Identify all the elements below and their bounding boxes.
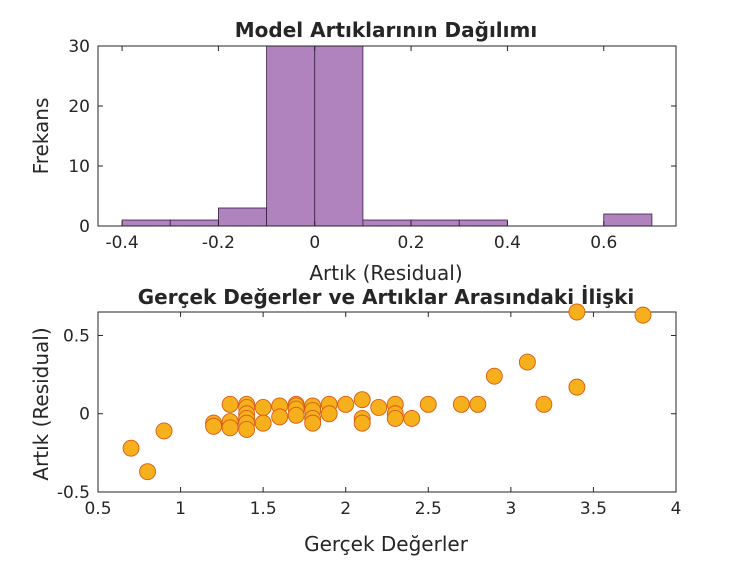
scatter-point	[568, 303, 586, 321]
scatter-title: Gerçek Değerler ve Artıklar Arasındaki İ…	[138, 285, 634, 309]
scatter-point	[386, 409, 404, 427]
x-tick-label: 4	[671, 499, 682, 519]
histogram-chart: Model Artıklarının Dağılımı -0.4 -0.2 0 0.2…	[29, 18, 677, 285]
x-tick-label: -0.4	[105, 233, 138, 253]
y-tick-label: 10	[68, 157, 90, 177]
histogram-bar	[121, 219, 171, 227]
scatter-chart: Gerçek Değerler ve Artıklar Arasındaki İ…	[29, 285, 681, 556]
scatter-point	[238, 420, 256, 438]
scatter-y-ticks: -0.5 0 0.5	[57, 326, 676, 503]
x-tick-label: 0.5	[84, 499, 111, 519]
scatter-point	[353, 391, 371, 409]
histogram-bar	[362, 219, 412, 227]
histogram-bars	[121, 45, 653, 227]
scatter-point	[452, 395, 470, 413]
scatter-x-label: Gerçek Değerler	[304, 532, 469, 556]
x-tick-label: 0.2	[398, 233, 425, 253]
y-tick-label: 0.5	[63, 326, 90, 346]
histogram-bar	[266, 45, 316, 227]
scatter-point	[155, 422, 173, 440]
scatter-point	[568, 378, 586, 396]
histogram-x-label: Artık (Residual)	[309, 261, 462, 285]
scatter-plot-frame	[97, 311, 677, 493]
x-tick-label: 1.5	[250, 499, 277, 519]
y-tick-label: 30	[68, 37, 90, 57]
scatter-point	[469, 395, 487, 413]
scatter-x-ticks: 0.5 1 1.5 2 2.5 3 3.5 4	[84, 312, 681, 519]
scatter-point	[370, 399, 388, 416]
histogram-y-ticks: 0 10 20 30	[68, 37, 676, 237]
x-tick-label: 1	[175, 499, 186, 519]
histogram-bar	[314, 45, 364, 227]
scatter-point	[139, 463, 156, 481]
scatter-point	[353, 414, 371, 432]
scatter-point	[221, 395, 239, 413]
scatter-point	[535, 395, 553, 413]
scatter-point	[485, 367, 503, 385]
x-tick-label: 0.4	[494, 233, 521, 253]
x-tick-label: 3	[505, 499, 516, 519]
x-tick-label: -0.2	[202, 233, 235, 253]
x-tick-label: 3.5	[580, 499, 607, 519]
scatter-point	[419, 395, 437, 413]
scatter-point	[634, 306, 652, 324]
scatter-y-label: Artık (Residual)	[29, 327, 53, 480]
y-tick-label: -0.5	[57, 483, 90, 503]
scatter-point	[122, 439, 140, 457]
scatter-point	[320, 405, 338, 423]
histogram-x-ticks: -0.4 -0.2 0 0.2 0.4 0.6	[105, 46, 617, 253]
x-tick-label: 2.5	[415, 499, 442, 519]
x-tick-label: 2	[340, 499, 351, 519]
x-tick-label: 0.6	[590, 233, 617, 253]
histogram-y-label: Frekans	[29, 98, 53, 175]
scatter-point	[518, 353, 536, 371]
scatter-point	[304, 414, 322, 432]
histogram-bar	[169, 219, 219, 227]
scatter-point	[221, 419, 239, 437]
histogram-bar	[410, 219, 460, 227]
histogram-plot-frame	[97, 45, 677, 227]
scatter-point	[287, 406, 305, 424]
scatter-point	[254, 414, 272, 432]
histogram-bar	[218, 207, 267, 227]
histogram-bar	[458, 219, 508, 227]
y-tick-label: 20	[68, 97, 90, 117]
y-tick-label: 0	[79, 217, 90, 237]
scatter-point	[254, 399, 272, 416]
x-tick-label: 0	[309, 233, 320, 253]
scatter-point	[337, 395, 355, 413]
scatter-points	[122, 303, 652, 481]
histogram-title: Model Artıklarının Dağılımı	[235, 18, 537, 42]
scatter-point	[205, 417, 223, 435]
scatter-point	[403, 409, 421, 427]
scatter-point	[271, 408, 289, 426]
histogram-bar	[603, 213, 653, 227]
y-tick-label: 0	[79, 405, 90, 425]
